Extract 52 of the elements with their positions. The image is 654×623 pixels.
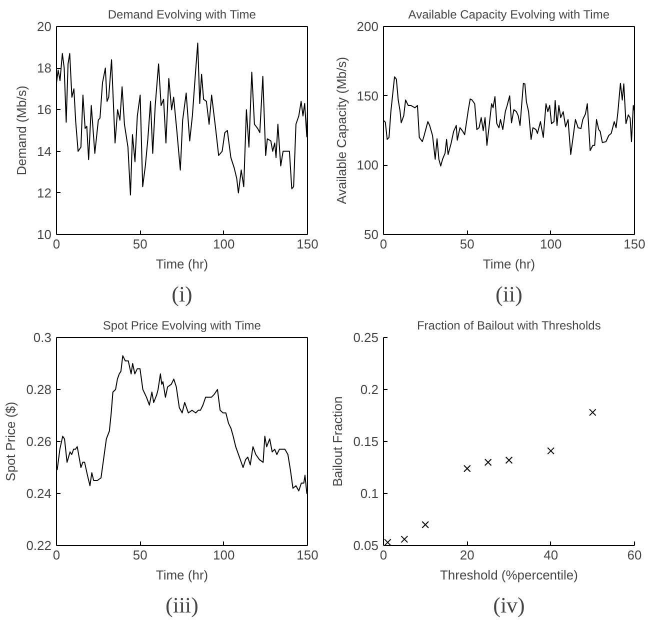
x-tick-label: 100 xyxy=(212,236,235,252)
y-axis-title: Spot Price ($) xyxy=(3,402,18,482)
text: (iv) xyxy=(493,592,525,618)
x-tick-label: 50 xyxy=(460,236,474,252)
y-axis-title: Demand (Mb/s) xyxy=(14,86,30,176)
text: (ii) xyxy=(496,282,522,306)
y-tick-label: 50 xyxy=(364,227,379,242)
x-tick-label: 150 xyxy=(624,236,646,252)
y-tick-label: 0.22 xyxy=(26,538,52,553)
chart-title: Fraction of Bailout with Thresholds xyxy=(416,318,601,332)
y-axis-title: Bailout Fraction xyxy=(330,396,346,487)
y-tick-label: 14 xyxy=(37,144,52,159)
y-tick-label: 0.2 xyxy=(360,382,379,397)
x-tick-label: 40 xyxy=(544,548,558,562)
x-axis-title: Time (hr) xyxy=(156,256,208,272)
chart-title: Spot Price Evolving with Time xyxy=(102,318,262,332)
x-axis-title: Time (hr) xyxy=(482,256,536,272)
y-tick-label: 12 xyxy=(37,185,52,200)
x-tick-label: 0 xyxy=(380,548,388,562)
y-tick-label: 0.25 xyxy=(353,330,379,345)
y-tick-label: 10 xyxy=(37,227,52,242)
x-axis-title: Threshold (%percentile) xyxy=(440,568,578,582)
x-tick-label: 150 xyxy=(296,548,318,562)
chart-title: Demand Evolving with Time xyxy=(108,8,256,22)
x-axis-title: Time (hr) xyxy=(156,568,208,582)
x-tick-label: 150 xyxy=(296,236,318,252)
x-tick-label: 20 xyxy=(460,548,474,562)
y-tick-label: 0.28 xyxy=(26,382,52,397)
y-tick-label: 0.15 xyxy=(353,434,379,449)
y-tick-label: 0.1 xyxy=(360,486,379,501)
chart-title: Available Capacity Evolving with Time xyxy=(408,8,610,22)
x-tick-label: 50 xyxy=(132,548,148,562)
x-tick-label: 0 xyxy=(52,236,60,252)
x-tick-label: 0 xyxy=(380,236,388,252)
y-tick-label: 0.24 xyxy=(26,486,52,501)
y-tick-label: 150 xyxy=(356,88,379,104)
y-tick-label: 16 xyxy=(37,102,52,118)
y-tick-label: 100 xyxy=(356,158,379,173)
y-tick-label: 20 xyxy=(37,19,52,34)
y-tick-label: 0.26 xyxy=(26,434,52,449)
x-tick-label: 100 xyxy=(540,236,562,252)
y-tick-label: 0.05 xyxy=(353,538,379,553)
x-tick-label: 50 xyxy=(132,236,148,252)
y-tick-label: 200 xyxy=(356,19,379,34)
y-axis-title: Available Capacity (Mb/s) xyxy=(334,56,349,204)
text: (i) xyxy=(172,282,192,306)
y-tick-label: 0.3 xyxy=(33,330,52,345)
x-tick-label: 100 xyxy=(212,548,235,562)
x-tick-label: 0 xyxy=(52,548,60,562)
text: (iii) xyxy=(166,592,199,618)
x-tick-label: 60 xyxy=(627,548,642,562)
y-tick-label: 18 xyxy=(37,60,52,76)
